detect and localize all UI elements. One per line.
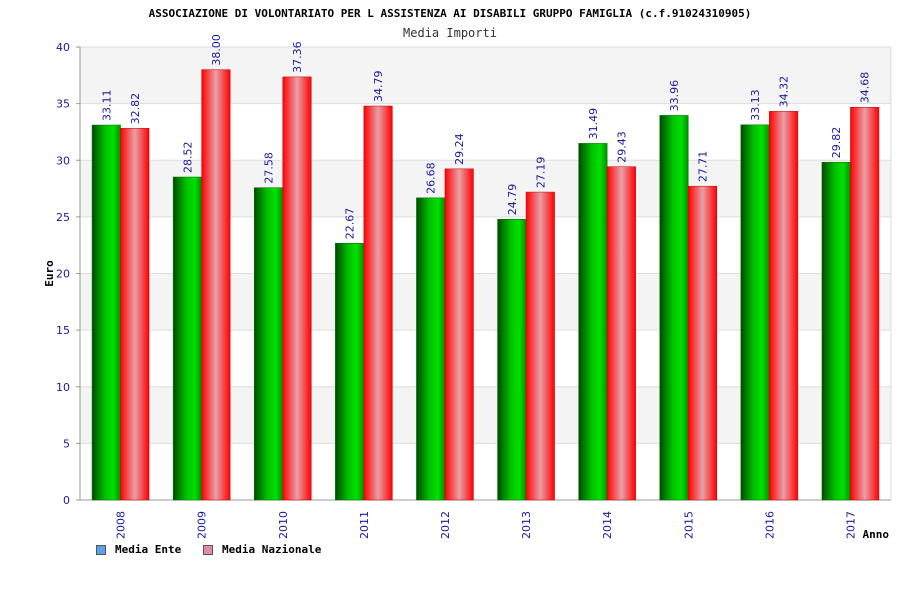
y-tick-label: 20 — [56, 268, 70, 281]
data-label: 29.82 — [830, 127, 843, 159]
data-label: 27.19 — [534, 157, 547, 189]
bar-media-nazionale — [120, 128, 150, 501]
y-tick-label: 25 — [56, 211, 70, 224]
x-tick-label: 2008 — [115, 511, 128, 539]
chart-subtitle: Media Importi — [403, 26, 497, 40]
legend-ente-swatch — [96, 544, 106, 555]
x-tick-label: 2011 — [358, 511, 371, 539]
data-label: 31.49 — [587, 108, 600, 140]
legend-nazionale-label: Media Nazionale — [222, 543, 322, 556]
data-label: 38.00 — [210, 34, 223, 66]
y-tick-label: 15 — [56, 324, 70, 337]
data-label: 26.68 — [425, 162, 438, 194]
legend-ente: Media Ente — [96, 543, 181, 556]
bar-media-nazionale — [525, 191, 555, 501]
bar-media-ente — [254, 187, 283, 501]
y-tick-label: 40 — [56, 41, 70, 54]
bar-media-ente — [659, 115, 689, 501]
bar-media-nazionale — [444, 168, 474, 501]
x-tick-label: 2013 — [520, 511, 533, 539]
x-axis-label: Anno — [863, 528, 890, 541]
data-label: 33.11 — [100, 90, 113, 122]
data-label: 34.32 — [778, 76, 791, 108]
data-label: 29.24 — [453, 133, 466, 165]
data-label: 27.71 — [697, 151, 710, 183]
bar-media-nazionale — [850, 106, 880, 501]
x-tick-label: 2016 — [763, 511, 776, 539]
bar-media-ente — [578, 143, 608, 501]
bar-media-ente — [416, 197, 446, 501]
data-label: 22.67 — [344, 208, 357, 240]
y-tick-label: 10 — [56, 381, 70, 394]
data-label: 27.58 — [263, 152, 276, 184]
bar-media-ente — [497, 219, 527, 501]
chart-title: ASSOCIAZIONE DI VOLONTARIATO PER L ASSIS… — [148, 7, 752, 20]
bar-media-ente — [740, 124, 770, 501]
y-tick-label: 30 — [56, 154, 70, 167]
data-label: 34.68 — [859, 72, 872, 104]
data-label: 28.52 — [181, 142, 194, 174]
bar-media-ente — [821, 162, 851, 501]
bar-media-nazionale — [606, 166, 636, 501]
bar-media-nazionale — [201, 69, 231, 501]
legend-nazionale-swatch — [203, 544, 213, 555]
x-tick-label: 2015 — [682, 511, 695, 539]
legend-nazionale: Media Nazionale — [203, 543, 321, 556]
y-tick-label: 5 — [63, 437, 70, 450]
data-label: 33.13 — [749, 89, 762, 121]
y-tick-label: 35 — [56, 98, 70, 111]
data-label: 29.43 — [615, 131, 628, 163]
y-tick-label: 0 — [63, 494, 70, 507]
x-tick-label: 2017 — [844, 511, 857, 539]
bar-media-nazionale — [363, 105, 393, 501]
data-label: 32.82 — [129, 93, 142, 125]
bar-media-ente — [91, 124, 121, 501]
data-label: 24.79 — [506, 184, 519, 216]
x-tick-label: 2010 — [277, 511, 290, 539]
bar-media-ente — [172, 176, 202, 501]
bar-media-ente — [335, 243, 365, 501]
data-label: 34.79 — [372, 71, 385, 103]
data-label: 33.96 — [668, 80, 681, 112]
x-tick-label: 2009 — [196, 511, 209, 539]
legend-ente-label: Media Ente — [115, 543, 182, 556]
data-label: 37.36 — [291, 41, 304, 73]
x-tick-label: 2012 — [439, 511, 452, 539]
bar-media-nazionale — [282, 76, 312, 501]
bar-media-nazionale — [688, 185, 717, 501]
bar-media-nazionale — [769, 111, 799, 501]
y-axis-label: Euro — [43, 260, 56, 287]
x-tick-label: 2014 — [601, 511, 614, 539]
